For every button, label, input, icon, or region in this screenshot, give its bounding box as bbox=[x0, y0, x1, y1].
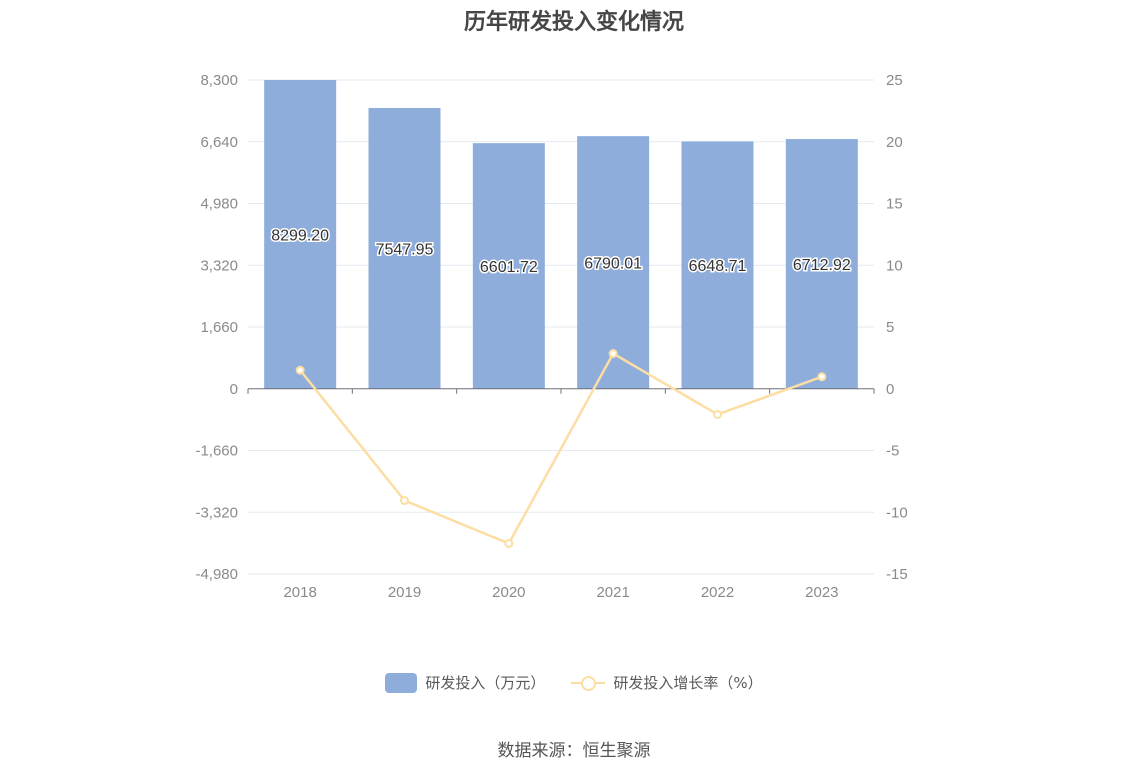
legend-bar-label: 研发投入（万元） bbox=[425, 674, 546, 692]
y-left-tick-label: 8,300 bbox=[200, 72, 238, 89]
x-tick-label: 2023 bbox=[805, 584, 838, 601]
data-labels: 8299.20 7547.95 6601.72 6790.01 6648.71 6712.… bbox=[270, 226, 853, 278]
x-axis: 2018 2019 2020 2021 2022 2023 bbox=[247, 388, 875, 601]
bar bbox=[264, 80, 337, 389]
y-right-tick-label: 20 bbox=[886, 134, 903, 151]
chart-title: 历年研发投入变化情况 bbox=[463, 10, 684, 35]
growth-point bbox=[817, 372, 827, 382]
growth-point bbox=[400, 496, 409, 506]
growth-point bbox=[504, 538, 514, 548]
y-right-tick-label: 0 bbox=[886, 381, 894, 398]
legend-line-swatch bbox=[571, 673, 606, 693]
bar-data-label: 8299.20 bbox=[271, 227, 329, 244]
y-right-tick-label: -10 bbox=[886, 504, 908, 521]
bar bbox=[681, 141, 754, 389]
bar-series bbox=[264, 80, 858, 389]
bar-data-label: 6648.71 bbox=[689, 258, 747, 275]
bar bbox=[368, 107, 441, 389]
x-tick-label: 2018 bbox=[283, 584, 316, 601]
legend-item-rd-investment[interactable]: 研发投入（万元） bbox=[385, 672, 545, 693]
growth-point bbox=[713, 409, 722, 419]
y-left-tick-label: 0 bbox=[230, 381, 238, 398]
bar-data-label: 7547.95 bbox=[376, 241, 434, 258]
growth-point bbox=[295, 365, 305, 375]
bar bbox=[577, 136, 650, 389]
y-left-tick-label: 6,640 bbox=[200, 134, 238, 151]
y-axis-ticks: 8,300 25 6,640 20 4,980 15 3,320 10 1,660 5 0 0 -1,6… bbox=[195, 72, 907, 583]
legend-bar-swatch bbox=[385, 672, 418, 693]
bar-data-label: 6712.92 bbox=[793, 257, 851, 274]
y-left-tick-label: 3,320 bbox=[200, 257, 238, 274]
x-tick-label: 2021 bbox=[596, 584, 629, 601]
legend-line-label: 研发投入增长率（%） bbox=[613, 674, 763, 692]
data-source: 数据来源：恒生聚源 bbox=[497, 741, 651, 761]
legend-item-growth-rate[interactable]: 研发投入增长率（%） bbox=[571, 672, 763, 693]
y-right-tick-label: -15 bbox=[886, 566, 908, 583]
y-left-tick-label: -3,320 bbox=[195, 504, 238, 521]
y-right-tick-label: 25 bbox=[886, 72, 903, 89]
x-tick-label: 2019 bbox=[388, 584, 421, 601]
y-left-tick-label: 1,660 bbox=[200, 319, 238, 336]
growth-point bbox=[608, 349, 618, 359]
y-left-tick-label: -4,980 bbox=[195, 566, 238, 583]
y-right-tick-label: 10 bbox=[886, 257, 903, 274]
growth-line bbox=[299, 352, 823, 545]
bar bbox=[472, 143, 545, 389]
y-left-tick-label: -1,660 bbox=[195, 443, 238, 460]
growth-line-series bbox=[295, 349, 827, 548]
bar-data-label: 6790.01 bbox=[584, 255, 642, 272]
y-left-tick-label: 4,980 bbox=[200, 196, 238, 213]
grid-lines bbox=[248, 79, 874, 575]
bar-data-label: 6601.72 bbox=[480, 259, 538, 276]
y-right-tick-label: -5 bbox=[886, 443, 899, 460]
x-tick-label: 2022 bbox=[701, 584, 734, 601]
bar bbox=[785, 139, 858, 389]
y-right-tick-label: 15 bbox=[886, 196, 903, 213]
y-right-tick-label: 5 bbox=[886, 319, 894, 336]
legend: 研发投入（万元） 研发投入增长率（%） bbox=[0, 672, 1148, 693]
x-tick-label: 2020 bbox=[492, 584, 525, 601]
